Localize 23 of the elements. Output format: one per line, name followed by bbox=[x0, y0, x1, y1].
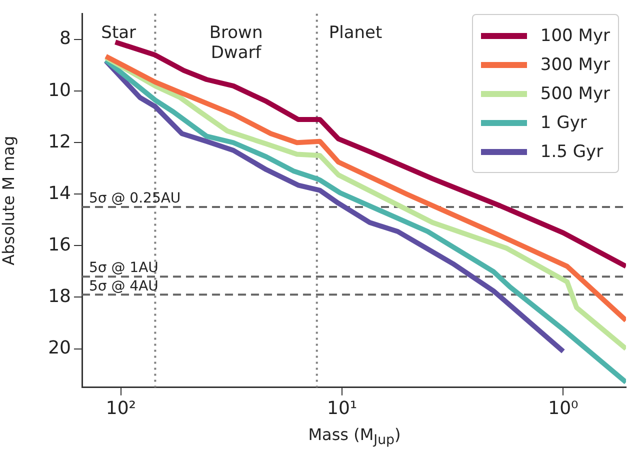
y-axis-title: Absolute M mag bbox=[0, 136, 18, 266]
legend-label: 100 Myr bbox=[540, 26, 610, 46]
x-tick-label: 10¹ bbox=[327, 398, 358, 419]
ref-line-label: 5σ @ 0.25AU bbox=[89, 190, 181, 207]
annotation: Brown Dwarf bbox=[209, 23, 263, 64]
y-tick-label: 12 bbox=[48, 131, 71, 152]
ref-line-label: 5σ @ 1AU bbox=[89, 260, 158, 276]
annotation: Star bbox=[101, 23, 136, 44]
annotation: Planet bbox=[328, 23, 382, 44]
ref-line-label: 5σ @ 4AU bbox=[89, 278, 158, 294]
y-tick-label: 10 bbox=[48, 80, 71, 101]
x-axis-title: Mass (M$_{Jup}$) bbox=[307, 425, 402, 448]
legend-label: 500 Myr bbox=[540, 84, 610, 104]
x-tick-label: 10⁰ bbox=[548, 398, 578, 419]
y-tick-label: 18 bbox=[48, 286, 71, 307]
x-tick-label: 10² bbox=[106, 398, 136, 419]
legend-label: 1.5 Gyr bbox=[540, 142, 604, 162]
y-tick-label: 16 bbox=[48, 234, 71, 256]
y-tick-label: 8 bbox=[60, 28, 71, 50]
legend-label: 1 Gyr bbox=[540, 112, 587, 132]
y-tick-label: 20 bbox=[48, 337, 71, 358]
y-tick-label: 14 bbox=[48, 182, 71, 204]
legend-label: 300 Myr bbox=[540, 54, 610, 74]
